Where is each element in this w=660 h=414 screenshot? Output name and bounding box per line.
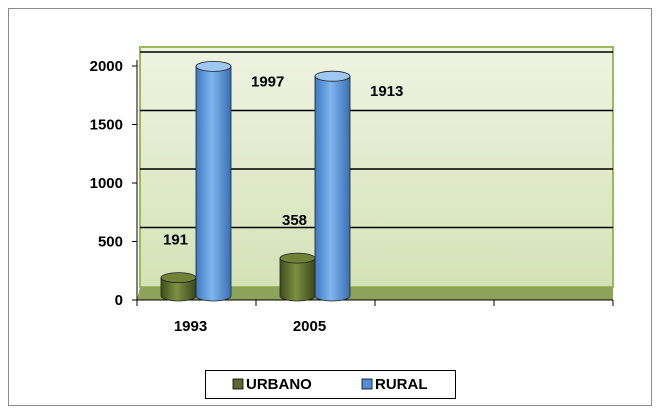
bar-top [314, 70, 351, 82]
data-label: 1997 [251, 73, 284, 90]
legend-swatch [232, 378, 244, 390]
bar-top [279, 252, 316, 264]
floor [137, 287, 613, 300]
x-tick-label: 2005 [293, 318, 326, 335]
legend [205, 370, 456, 399]
legend-label: URBANO [246, 376, 312, 393]
bar [279, 257, 316, 302]
data-label: 358 [282, 212, 307, 229]
bar [195, 65, 232, 302]
bar-top [195, 60, 232, 72]
y-tick-label: 500 [98, 233, 123, 250]
bar [314, 75, 351, 302]
y-tick-label: 0 [115, 292, 123, 309]
y-tick-label: 1000 [90, 175, 123, 192]
x-tick-label: 1993 [174, 318, 207, 335]
y-tick-label: 1500 [90, 116, 123, 133]
bar-top [160, 272, 197, 284]
legend-swatch [361, 378, 373, 390]
data-label: 1913 [370, 83, 403, 100]
y-tick-label: 2000 [90, 58, 123, 75]
legend-label: RURAL [375, 376, 428, 393]
data-label: 191 [163, 232, 188, 249]
